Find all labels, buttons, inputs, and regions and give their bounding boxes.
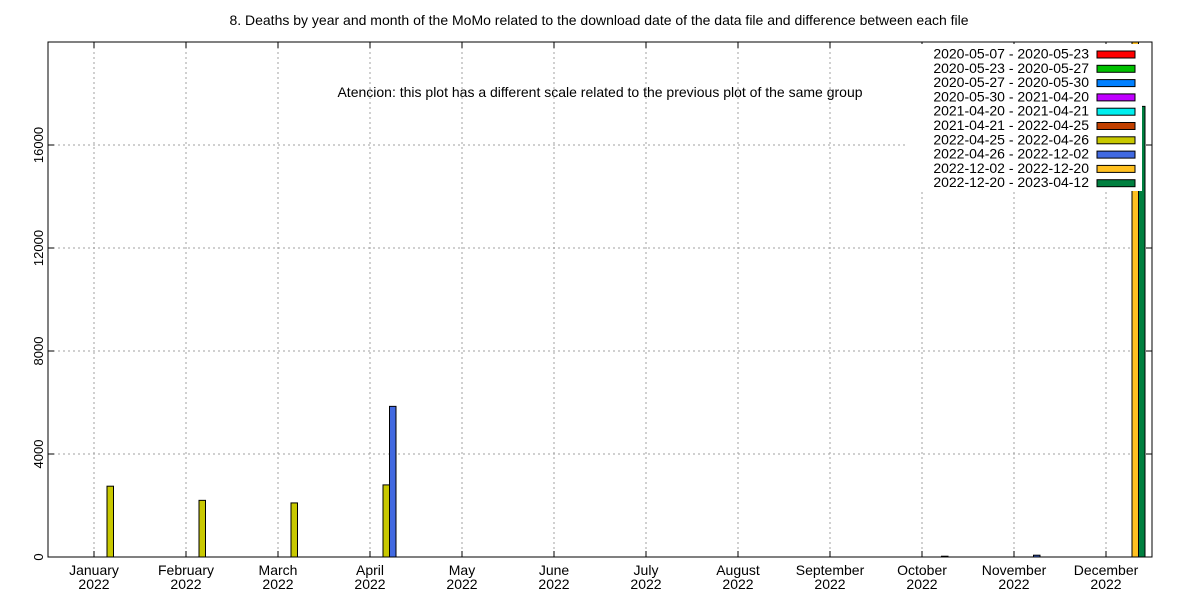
legend-swatch xyxy=(1096,122,1136,130)
x-tick-label-year: 2022 xyxy=(906,576,937,592)
chart-title: 8. Deaths by year and month of the MoMo … xyxy=(229,12,968,28)
legend-entry-label: 2021-04-20 - 2021-04-21 xyxy=(933,103,1089,119)
x-tick-label-month: January xyxy=(69,562,119,578)
legend-entry-label: 2022-04-26 - 2022-12-02 xyxy=(933,146,1089,162)
x-tick-label-month: November xyxy=(982,562,1047,578)
legend-entry-label: 2022-04-25 - 2022-04-26 xyxy=(933,131,1089,147)
x-tick-label-year: 2022 xyxy=(630,576,661,592)
x-tick-label-month: April xyxy=(356,562,384,578)
legend-entry-label: 2022-12-02 - 2022-12-20 xyxy=(933,160,1089,176)
x-tick-label-month: February xyxy=(158,562,214,578)
y-tick-label: 8000 xyxy=(31,337,46,366)
x-tick-label-year: 2022 xyxy=(354,576,385,592)
bars xyxy=(106,41,1146,558)
scale-warning-annotation: Atencion: this plot has a different scal… xyxy=(337,84,862,100)
x-tick-label-year: 2022 xyxy=(262,576,293,592)
legend-swatch xyxy=(1096,179,1136,188)
legend-swatch xyxy=(1096,150,1136,159)
legend-swatch xyxy=(1096,107,1136,116)
x-tick-label-year: 2022 xyxy=(170,576,201,592)
bar xyxy=(382,484,390,558)
y-tick-label: 16000 xyxy=(31,127,46,163)
x-tick-label-month: December xyxy=(1074,562,1139,578)
x-tick-label-month: May xyxy=(449,562,475,578)
x-axis: January2022February2022March2022April202… xyxy=(69,42,1139,592)
x-tick-label-year: 2022 xyxy=(998,576,1029,592)
x-tick-label-year: 2022 xyxy=(446,576,477,592)
bar xyxy=(389,405,397,558)
x-tick-label-year: 2022 xyxy=(814,576,845,592)
x-tick-label-year: 2022 xyxy=(538,576,569,592)
legend-swatch xyxy=(1096,50,1136,59)
legend-swatch xyxy=(1096,164,1136,173)
x-tick-label-year: 2022 xyxy=(722,576,753,592)
x-tick-label-month: August xyxy=(716,562,760,578)
bar xyxy=(106,485,114,558)
x-tick-label-month: October xyxy=(897,562,947,578)
legend-entry-label: 2020-05-23 - 2020-05-27 xyxy=(933,60,1089,76)
legend-entry-label: 2020-05-30 - 2021-04-20 xyxy=(933,88,1089,104)
x-tick-label-month: March xyxy=(259,562,298,578)
x-tick-label-month: June xyxy=(539,562,570,578)
y-tick-label: 12000 xyxy=(31,230,46,266)
legend-swatch xyxy=(1096,136,1136,145)
x-tick-label-year: 2022 xyxy=(1090,576,1121,592)
legend-entry-label: 2020-05-27 - 2020-05-30 xyxy=(933,74,1089,90)
legend-swatch xyxy=(1096,93,1136,102)
x-tick-label-year: 2022 xyxy=(78,576,109,592)
y-axis: 0 4000 8000 12000 16000 xyxy=(31,127,1152,561)
plot-frame xyxy=(47,41,1153,558)
legend-entry-label: 2021-04-21 - 2022-04-25 xyxy=(933,117,1089,133)
x-tick-label-month: July xyxy=(634,562,659,578)
legend-swatch xyxy=(1096,64,1136,73)
y-tick-label: 0 xyxy=(31,553,46,560)
legend-entry-label: 2022-12-20 - 2023-04-12 xyxy=(933,174,1089,190)
y-tick-label: 4000 xyxy=(31,440,46,469)
legend-entry-label: 2020-05-07 - 2020-05-23 xyxy=(933,46,1089,62)
legend-swatch xyxy=(1096,79,1136,88)
bar xyxy=(198,499,206,558)
bar xyxy=(290,502,298,558)
x-tick-label-month: September xyxy=(796,562,865,578)
